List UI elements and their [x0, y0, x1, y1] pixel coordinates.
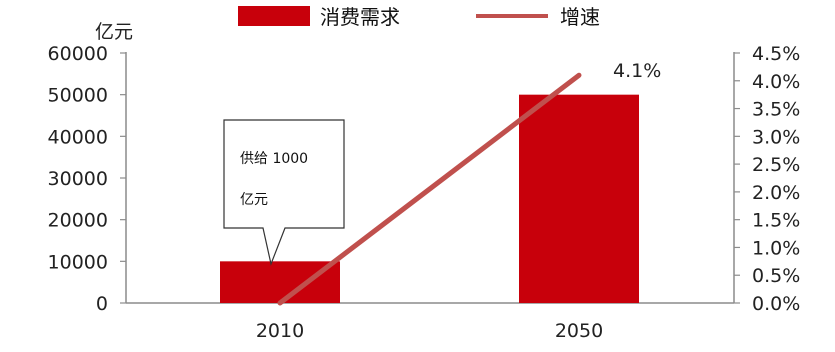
left-tick-label: 10000	[48, 251, 108, 273]
legend-swatch-bar	[238, 6, 310, 26]
rate-data-label: 4.1%	[613, 60, 661, 82]
callout-box	[223, 119, 345, 267]
left-tick-label: 50000	[48, 85, 108, 107]
x-axis-ticks: 2010 2050	[256, 320, 603, 342]
x-tick-label: 2050	[555, 320, 603, 342]
left-tick-label: 0	[96, 293, 108, 315]
right-tick-label: 0.5%	[752, 265, 800, 287]
left-tick-label: 20000	[48, 210, 108, 232]
legend-label-bar: 消费需求	[320, 5, 400, 29]
right-tick-label: 3.0%	[752, 126, 800, 148]
left-axis-ticks: 0 10000 20000 30000 40000 50000 60000	[48, 43, 126, 315]
right-tick-label: 1.5%	[752, 210, 800, 232]
right-tick-label: 1.0%	[752, 237, 800, 259]
right-tick-label: 2.0%	[752, 182, 800, 204]
supply-callout: 供给 1000 亿元	[223, 119, 345, 267]
bar-2010	[220, 261, 340, 303]
line-series	[277, 72, 582, 306]
right-tick-label: 2.5%	[752, 154, 800, 176]
left-tick-label: 30000	[48, 168, 108, 190]
right-axis-ticks: 0.0% 0.5% 1.0% 1.5% 2.0% 2.5% 3.0% 3.5% 4.0% 4.5%	[734, 43, 800, 315]
right-tick-label: 4.5%	[752, 43, 800, 65]
left-tick-label: 60000	[48, 43, 108, 65]
left-axis-unit: 亿元	[95, 21, 133, 43]
bar-2050	[519, 94, 639, 304]
right-tick-label: 0.0%	[752, 293, 800, 315]
growth-rate-line	[277, 72, 582, 306]
right-tick-label: 3.5%	[752, 99, 800, 121]
right-tick-label: 4.0%	[752, 71, 800, 93]
callout-line-2: 亿元	[240, 192, 268, 208]
legend: 消费需求 增速	[238, 5, 600, 29]
callout-line-1: 供给 1000	[240, 151, 308, 167]
left-tick-label: 40000	[48, 126, 108, 148]
bar-series	[220, 94, 639, 304]
legend-label-line: 增速	[560, 5, 600, 29]
x-tick-label: 2010	[256, 320, 304, 342]
